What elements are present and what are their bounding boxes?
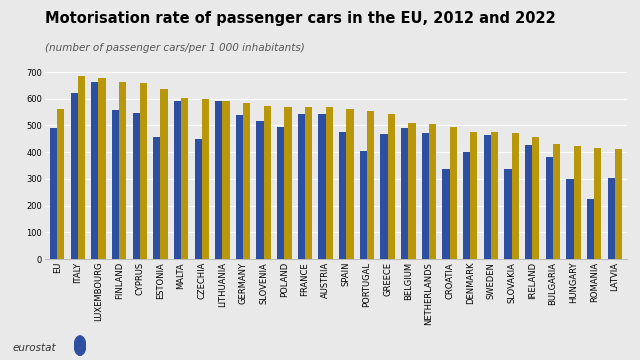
Bar xyxy=(140,83,147,259)
Bar xyxy=(607,177,615,259)
Bar xyxy=(546,157,553,259)
Bar xyxy=(339,132,346,259)
Bar xyxy=(346,109,353,259)
Bar xyxy=(92,82,99,259)
Bar xyxy=(195,139,202,259)
Bar xyxy=(132,113,140,259)
Bar xyxy=(326,107,333,259)
Bar xyxy=(504,169,511,259)
Bar xyxy=(202,99,209,259)
Bar xyxy=(57,109,65,259)
Bar xyxy=(594,148,602,259)
Bar xyxy=(442,169,449,259)
Bar xyxy=(277,127,284,259)
Bar xyxy=(408,123,415,259)
Bar xyxy=(463,153,470,259)
Bar xyxy=(615,149,622,259)
Bar xyxy=(388,114,395,259)
Bar xyxy=(380,134,388,259)
Bar xyxy=(153,137,161,259)
Bar xyxy=(215,101,223,259)
Bar xyxy=(367,111,374,259)
Bar xyxy=(532,137,540,259)
Bar xyxy=(264,106,271,259)
Bar xyxy=(587,199,594,259)
Bar xyxy=(284,107,292,259)
Bar xyxy=(319,114,326,259)
Text: eurostat: eurostat xyxy=(13,343,56,353)
Bar xyxy=(50,128,57,259)
Bar xyxy=(484,135,491,259)
Bar xyxy=(161,89,168,259)
Bar xyxy=(243,103,250,259)
Bar xyxy=(223,101,230,259)
Bar xyxy=(174,101,181,259)
Bar xyxy=(70,93,78,259)
Bar xyxy=(360,151,367,259)
Bar xyxy=(401,128,408,259)
Circle shape xyxy=(74,336,86,355)
Text: (number of passenger cars/per 1 000 inhabitants): (number of passenger cars/per 1 000 inha… xyxy=(45,43,305,53)
Bar xyxy=(566,179,573,259)
Bar xyxy=(181,99,188,259)
Bar xyxy=(78,76,85,259)
Bar xyxy=(236,115,243,259)
Bar xyxy=(422,133,429,259)
Bar xyxy=(119,82,126,259)
Bar xyxy=(553,144,560,259)
Bar xyxy=(449,127,457,259)
Bar xyxy=(429,124,436,259)
Bar xyxy=(257,121,264,259)
Bar xyxy=(573,147,580,259)
Bar xyxy=(511,133,519,259)
Bar xyxy=(470,132,477,259)
Bar xyxy=(112,110,119,259)
Bar xyxy=(525,145,532,259)
Bar xyxy=(491,132,498,259)
Bar xyxy=(298,114,305,259)
Bar xyxy=(305,107,312,259)
Bar xyxy=(99,78,106,259)
Text: Motorisation rate of passenger cars in the EU, 2012 and 2022: Motorisation rate of passenger cars in t… xyxy=(45,11,556,26)
